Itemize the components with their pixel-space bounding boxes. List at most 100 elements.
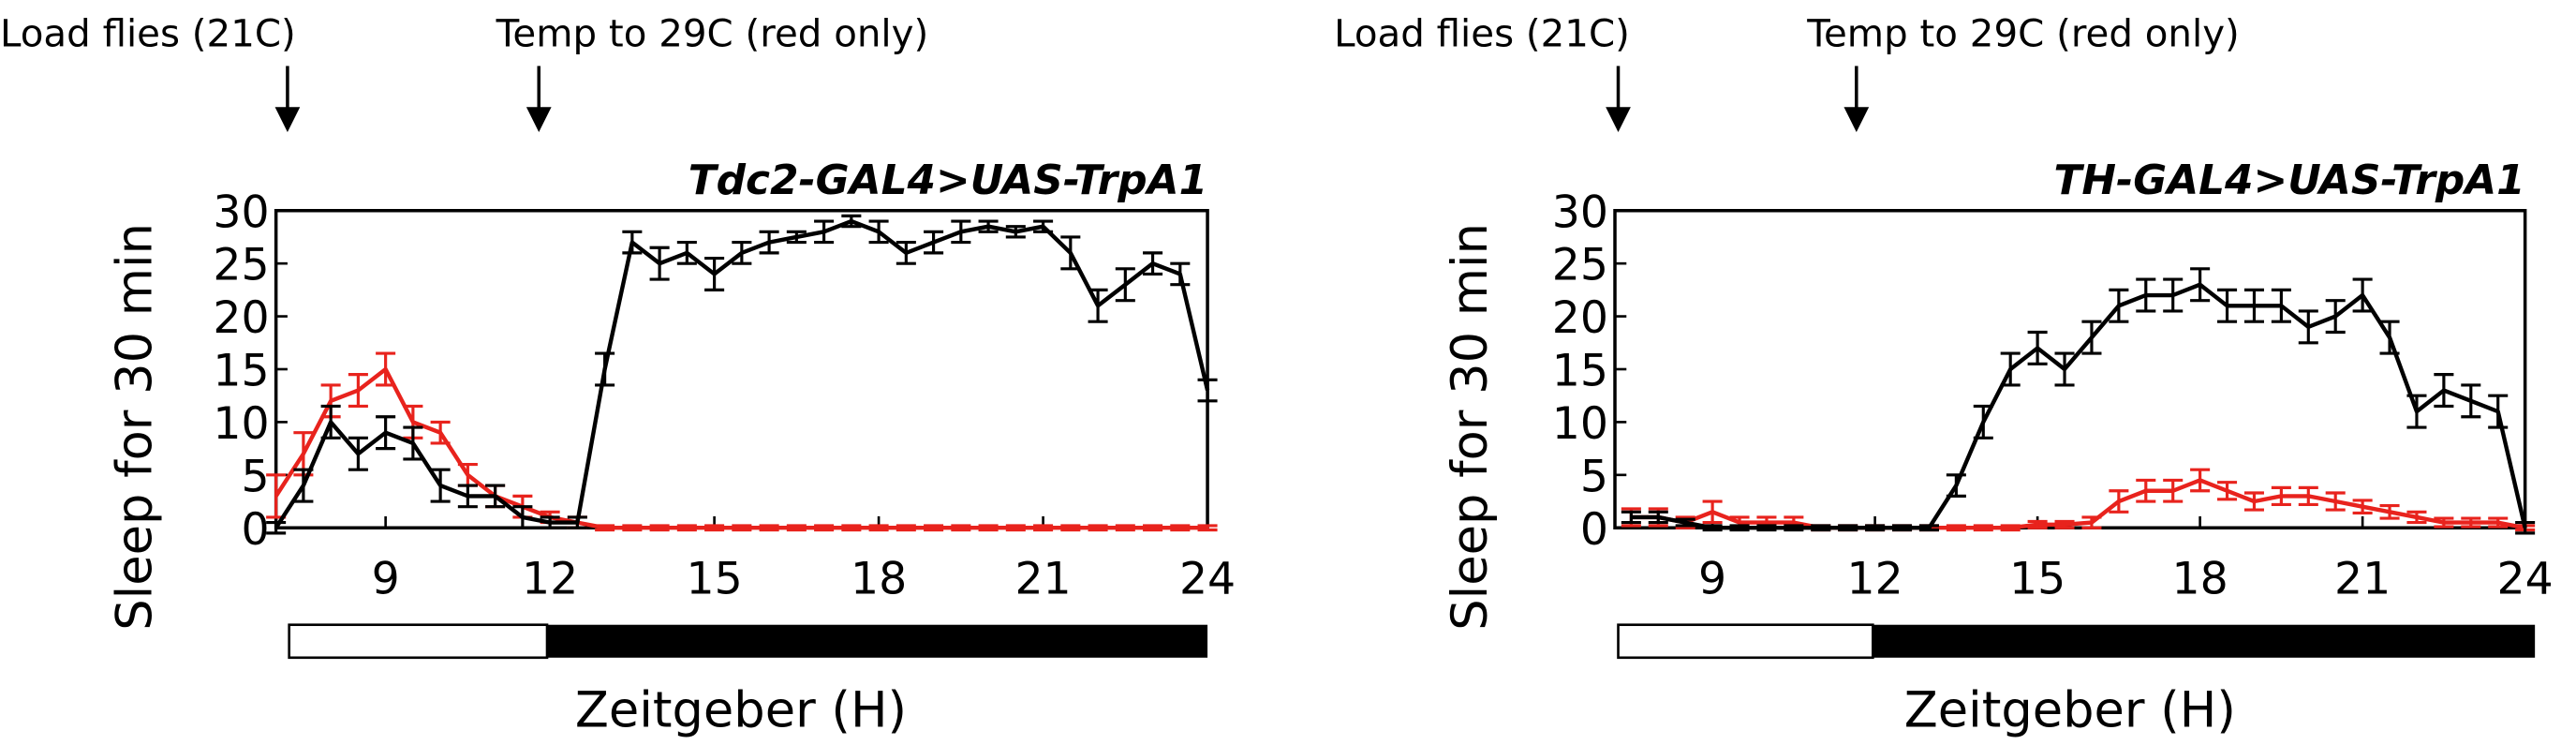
- error-bar: [732, 524, 752, 532]
- dark-bar: [547, 624, 1208, 658]
- error-bar: [676, 241, 697, 265]
- x-tick-label: 24: [2497, 553, 2554, 604]
- x-tick-label: 21: [1014, 553, 1071, 604]
- annotation: Load flies (21C): [0, 11, 296, 55]
- x-tick-label: 18: [851, 553, 907, 604]
- error-bar: [2054, 519, 2075, 529]
- error-bar: [2027, 519, 2048, 529]
- error-bar: [595, 524, 615, 532]
- y-tick-label: 30: [1552, 186, 1608, 238]
- error-bar: [1946, 473, 1966, 498]
- error-bar: [841, 214, 862, 229]
- error-bar: [1648, 510, 1668, 525]
- error-bar: [2325, 491, 2346, 512]
- chart-title: Tdc2-GAL4>UAS-TrpA1: [688, 156, 1207, 204]
- error-bar: [2406, 510, 2427, 525]
- y-tick-label: 10: [213, 398, 269, 450]
- series-line: [274, 218, 1210, 529]
- error-bar: [649, 524, 670, 532]
- error-bar: [1973, 404, 1993, 440]
- error-bar: [2136, 478, 2156, 503]
- x-tick-label: 12: [1846, 553, 1902, 604]
- x-tick-label: 9: [372, 553, 400, 604]
- error-bar: [622, 230, 643, 255]
- error-bar: [540, 515, 560, 529]
- series-line: [1631, 478, 2526, 530]
- x-tick-label: 15: [2009, 553, 2065, 604]
- y-tick-label: 25: [1552, 240, 1608, 291]
- error-bar: [978, 524, 999, 532]
- error-bar: [814, 524, 835, 532]
- error-bar: [1892, 524, 1913, 532]
- error-bar: [2352, 499, 2373, 515]
- error-bar: [2298, 485, 2318, 506]
- error-bar: [2163, 277, 2184, 313]
- error-bar: [1702, 499, 1723, 525]
- error-bar: [2027, 330, 2048, 365]
- error-bar: [1197, 524, 1218, 532]
- error-bar: [512, 505, 533, 529]
- error-bar: [896, 241, 916, 265]
- x-tick-label: 24: [1179, 553, 1236, 604]
- error-bar: [376, 351, 396, 387]
- error-bar: [1033, 524, 1054, 532]
- error-bar: [924, 230, 944, 255]
- error-bar: [348, 373, 368, 409]
- series-line: [1631, 282, 2527, 530]
- y-tick-label: 5: [242, 451, 270, 502]
- error-bar: [595, 351, 615, 387]
- error-bar: [2243, 491, 2264, 512]
- error-bar: [403, 425, 423, 461]
- error-bar: [2434, 373, 2454, 409]
- error-bar: [622, 524, 643, 532]
- error-bar: [1756, 524, 1777, 532]
- error-bar: [2000, 351, 2021, 387]
- y-axis-label: Sleep for 30 min: [1442, 223, 1499, 631]
- error-bar: [1811, 524, 1831, 532]
- error-bar: [1865, 524, 1886, 532]
- error-bar: [376, 415, 396, 451]
- error-bar: [1729, 524, 1750, 532]
- error-bar: [293, 468, 314, 503]
- error-bar: [2190, 267, 2211, 303]
- annotation: Load flies (21C): [1334, 11, 1630, 55]
- error-bar: [868, 524, 889, 532]
- error-bar: [2271, 485, 2291, 506]
- x-tick-label: 21: [2334, 553, 2391, 604]
- error-bar: [2461, 516, 2481, 529]
- error-bar: [567, 515, 587, 529]
- error-bar: [1115, 524, 1135, 532]
- error-bar: [2136, 277, 2156, 313]
- error-bar: [1088, 288, 1108, 323]
- error-bar: [1675, 517, 1695, 528]
- error-bar: [1088, 524, 1108, 532]
- error-bar: [1973, 524, 1993, 532]
- error-bar: [2081, 320, 2102, 355]
- y-tick-label: 0: [242, 504, 270, 556]
- error-bar: [2379, 503, 2400, 520]
- y-tick-label: 25: [213, 240, 269, 291]
- error-bar: [786, 524, 807, 532]
- error-bar: [1060, 235, 1081, 271]
- error-bar: [896, 524, 916, 532]
- error-bar: [2515, 521, 2536, 535]
- error-bar: [430, 420, 451, 445]
- error-bar: [1702, 524, 1723, 532]
- error-bar: [704, 524, 725, 532]
- x-tick-label: 18: [2171, 553, 2228, 604]
- y-tick-label: 20: [213, 292, 269, 344]
- error-bar: [951, 524, 971, 532]
- error-bar: [2488, 516, 2509, 529]
- error-bar: [1918, 524, 1939, 532]
- chart-title: TH-GAL4>UAS-TrpA1: [2053, 156, 2524, 204]
- error-bar: [1143, 251, 1163, 276]
- error-bar: [924, 524, 944, 532]
- error-bar: [2434, 516, 2454, 529]
- error-bar: [1005, 524, 1026, 532]
- y-tick-label: 20: [1552, 292, 1608, 344]
- light-bar: [288, 623, 549, 660]
- error-bar: [2352, 277, 2373, 313]
- y-tick-label: 5: [1580, 451, 1608, 502]
- error-bar: [1060, 524, 1081, 532]
